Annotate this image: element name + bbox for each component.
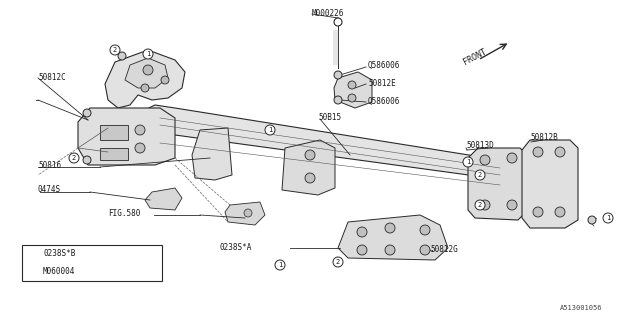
Circle shape bbox=[143, 49, 153, 59]
Polygon shape bbox=[105, 50, 185, 108]
Polygon shape bbox=[108, 105, 520, 182]
Circle shape bbox=[507, 200, 517, 210]
Polygon shape bbox=[192, 128, 232, 180]
Text: 1: 1 bbox=[28, 269, 33, 275]
Circle shape bbox=[334, 96, 342, 104]
Circle shape bbox=[305, 150, 315, 160]
Text: 2: 2 bbox=[478, 172, 482, 178]
Text: Q586006: Q586006 bbox=[368, 60, 401, 69]
Text: 0474S: 0474S bbox=[38, 186, 61, 195]
Polygon shape bbox=[282, 140, 335, 195]
Polygon shape bbox=[125, 58, 168, 88]
Text: 1: 1 bbox=[278, 262, 282, 268]
Polygon shape bbox=[522, 140, 578, 228]
Text: 50812B: 50812B bbox=[530, 133, 557, 142]
Circle shape bbox=[305, 173, 315, 183]
Circle shape bbox=[420, 225, 430, 235]
Text: 0238S*A: 0238S*A bbox=[220, 244, 252, 252]
Circle shape bbox=[507, 153, 517, 163]
Polygon shape bbox=[225, 202, 265, 225]
Text: 0238S*B: 0238S*B bbox=[43, 250, 76, 259]
Circle shape bbox=[480, 200, 490, 210]
Circle shape bbox=[118, 52, 126, 60]
Circle shape bbox=[141, 84, 149, 92]
Circle shape bbox=[135, 143, 145, 153]
Circle shape bbox=[265, 125, 275, 135]
Circle shape bbox=[348, 94, 356, 102]
Circle shape bbox=[334, 71, 342, 79]
Circle shape bbox=[83, 109, 91, 117]
Circle shape bbox=[83, 156, 91, 164]
Circle shape bbox=[463, 157, 473, 167]
Text: 1: 1 bbox=[466, 159, 470, 165]
Text: 2: 2 bbox=[72, 155, 76, 161]
Circle shape bbox=[357, 227, 367, 237]
Circle shape bbox=[333, 257, 343, 267]
Circle shape bbox=[603, 213, 613, 223]
Circle shape bbox=[26, 268, 35, 276]
Polygon shape bbox=[145, 188, 182, 210]
Text: 50812C: 50812C bbox=[38, 73, 66, 82]
Text: 2: 2 bbox=[28, 251, 33, 257]
Text: 50813D: 50813D bbox=[466, 140, 493, 149]
Circle shape bbox=[110, 45, 120, 55]
Circle shape bbox=[480, 155, 490, 165]
Text: 50B15: 50B15 bbox=[318, 113, 341, 122]
Circle shape bbox=[334, 18, 342, 26]
Circle shape bbox=[69, 153, 79, 163]
Text: FIG.580: FIG.580 bbox=[108, 210, 140, 219]
Circle shape bbox=[26, 250, 35, 259]
Circle shape bbox=[588, 216, 596, 224]
Circle shape bbox=[533, 207, 543, 217]
Circle shape bbox=[244, 209, 252, 217]
Circle shape bbox=[475, 170, 485, 180]
Text: 50812E: 50812E bbox=[368, 78, 396, 87]
Bar bbox=[22, 245, 162, 281]
Circle shape bbox=[420, 245, 430, 255]
Circle shape bbox=[555, 147, 565, 157]
Bar bbox=[100, 148, 128, 160]
Text: 2: 2 bbox=[478, 202, 482, 208]
Circle shape bbox=[348, 81, 356, 89]
Text: M060004: M060004 bbox=[43, 268, 76, 276]
Text: 50812G: 50812G bbox=[430, 244, 458, 253]
Text: A513001056: A513001056 bbox=[560, 305, 602, 311]
Circle shape bbox=[385, 245, 395, 255]
Polygon shape bbox=[338, 215, 448, 260]
Circle shape bbox=[161, 76, 169, 84]
Text: FRONT: FRONT bbox=[462, 47, 488, 67]
Text: 50816: 50816 bbox=[38, 161, 61, 170]
Circle shape bbox=[143, 65, 153, 75]
Circle shape bbox=[275, 260, 285, 270]
Circle shape bbox=[533, 147, 543, 157]
Text: 1: 1 bbox=[606, 215, 610, 221]
Bar bbox=[100, 125, 128, 140]
Circle shape bbox=[555, 207, 565, 217]
Circle shape bbox=[135, 125, 145, 135]
Text: M000226: M000226 bbox=[312, 10, 344, 19]
Text: 2: 2 bbox=[336, 259, 340, 265]
Circle shape bbox=[475, 200, 485, 210]
Text: 2: 2 bbox=[113, 47, 117, 53]
Circle shape bbox=[385, 223, 395, 233]
Polygon shape bbox=[78, 108, 175, 165]
Text: 1: 1 bbox=[146, 51, 150, 57]
Circle shape bbox=[357, 245, 367, 255]
Polygon shape bbox=[468, 148, 528, 220]
Text: 1: 1 bbox=[268, 127, 272, 133]
Text: Q586006: Q586006 bbox=[368, 97, 401, 106]
Polygon shape bbox=[334, 72, 372, 108]
